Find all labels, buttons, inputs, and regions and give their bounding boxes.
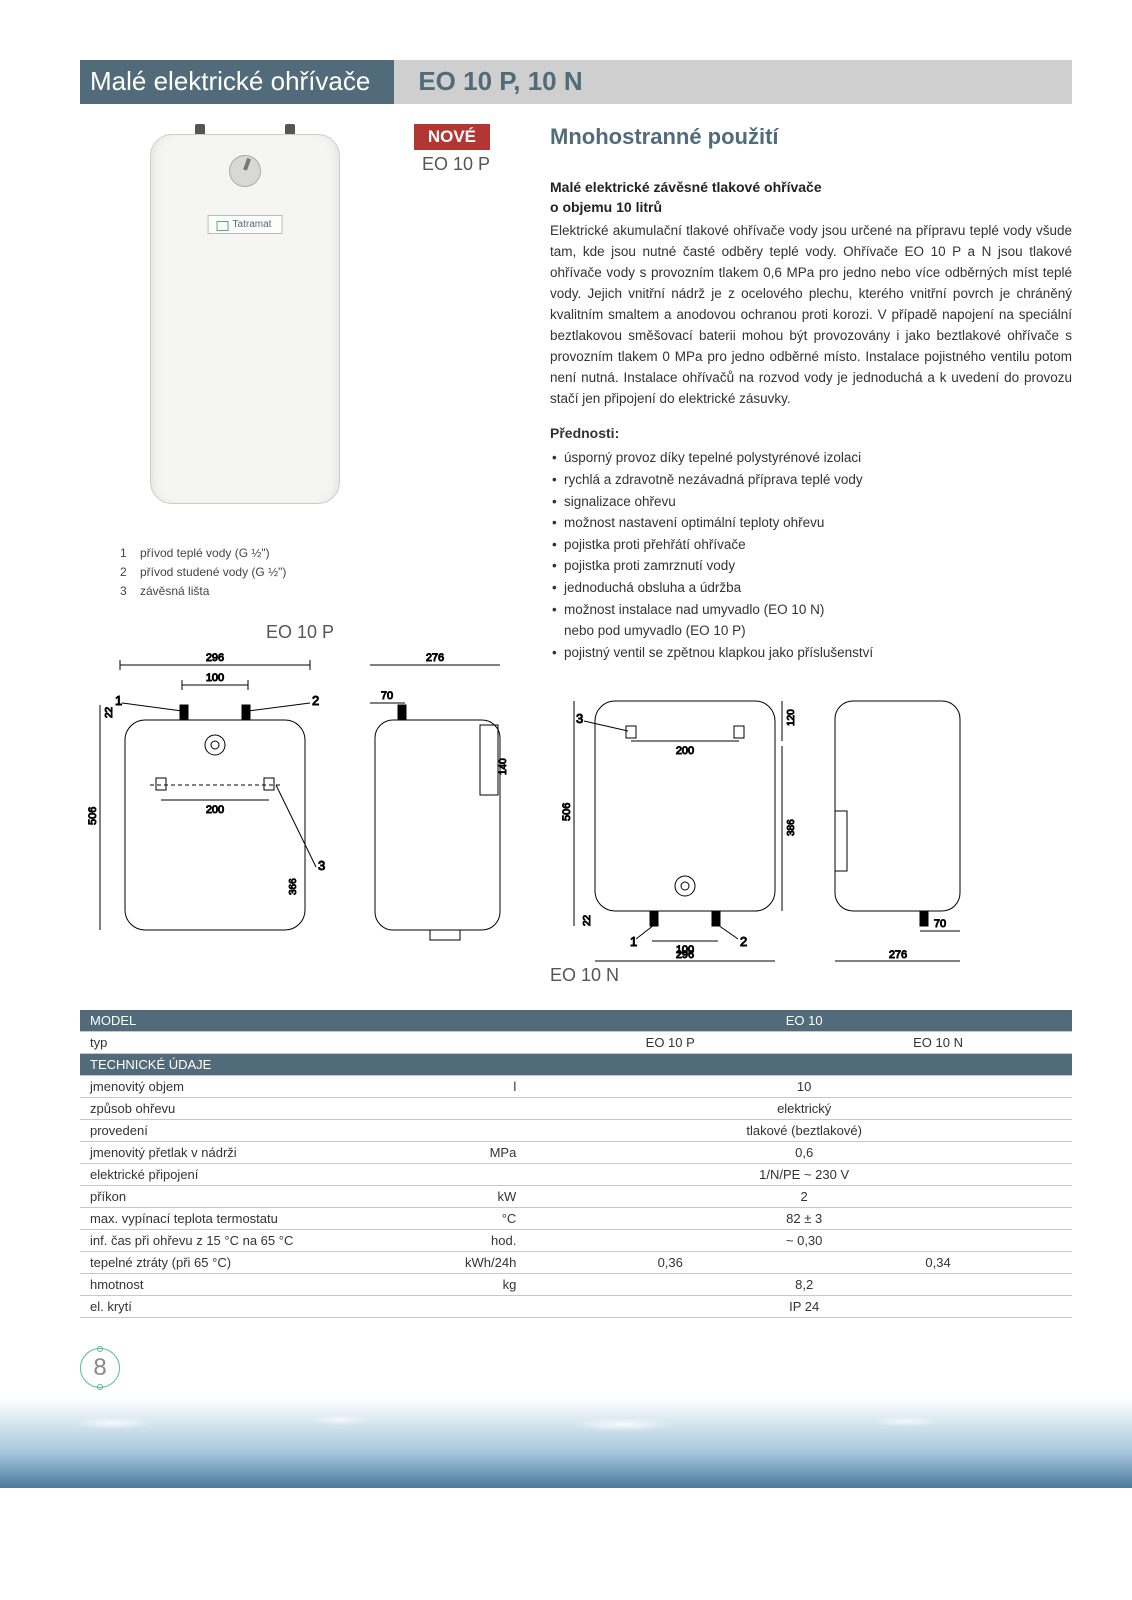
svg-text:200: 200: [206, 804, 224, 816]
svg-text:3: 3: [576, 711, 583, 726]
legend-list: 1přívod teplé vody (G ½") 2přívod studen…: [120, 544, 520, 602]
sub-title: Malé elektrické závěsné tlakové ohřívače…: [550, 178, 1072, 217]
advantages-list: úsporný provoz díky tepelné polystyrénov…: [550, 447, 1072, 663]
svg-text:506: 506: [561, 803, 573, 821]
spec-table: MODEL EO 10 typ EO 10 P EO 10 N TECHNICK…: [80, 1010, 1072, 1318]
header-title-right: EO 10 P, 10 N: [394, 60, 1072, 104]
svg-text:296: 296: [206, 652, 224, 664]
footer-water-image: [0, 1398, 1132, 1488]
svg-text:120: 120: [786, 709, 797, 726]
product-photo: Tatramat: [145, 134, 345, 514]
svg-text:2: 2: [312, 693, 319, 708]
diagram-p-title: EO 10 P: [80, 622, 520, 643]
svg-text:1: 1: [630, 934, 637, 949]
svg-text:200: 200: [676, 745, 694, 757]
body-paragraph: Elektrické akumulační tlakové ohřívače v…: [550, 221, 1072, 409]
svg-text:296: 296: [676, 949, 694, 961]
brand-label: Tatramat: [208, 215, 283, 234]
svg-text:100: 100: [206, 672, 224, 684]
header-title-left: Malé elektrické ohřívače: [80, 60, 394, 104]
svg-text:70: 70: [381, 690, 393, 702]
svg-text:276: 276: [889, 949, 907, 961]
diagram-eo10n: 200 3 506 120: [550, 681, 1072, 971]
page-number: 8: [80, 1348, 1072, 1388]
svg-text:386: 386: [786, 819, 797, 836]
section-title: Mnohostranné použití: [550, 124, 1072, 150]
svg-text:140: 140: [498, 757, 509, 774]
svg-text:276: 276: [426, 652, 444, 664]
new-badge: NOVÉ: [414, 124, 490, 150]
svg-text:2: 2: [740, 934, 747, 949]
svg-text:3: 3: [318, 858, 325, 873]
svg-text:70: 70: [934, 918, 946, 930]
diagram-eo10p: 296 100: [80, 645, 520, 945]
svg-text:22: 22: [582, 915, 593, 927]
svg-text:506: 506: [87, 806, 99, 824]
svg-text:22: 22: [104, 706, 115, 718]
svg-text:366: 366: [288, 877, 299, 894]
svg-text:1: 1: [115, 693, 122, 708]
model-label-top: EO 10 P: [410, 154, 520, 175]
advantages-label: Přednosti:: [550, 425, 1072, 441]
header-bar: Malé elektrické ohřívače EO 10 P, 10 N: [80, 60, 1072, 104]
